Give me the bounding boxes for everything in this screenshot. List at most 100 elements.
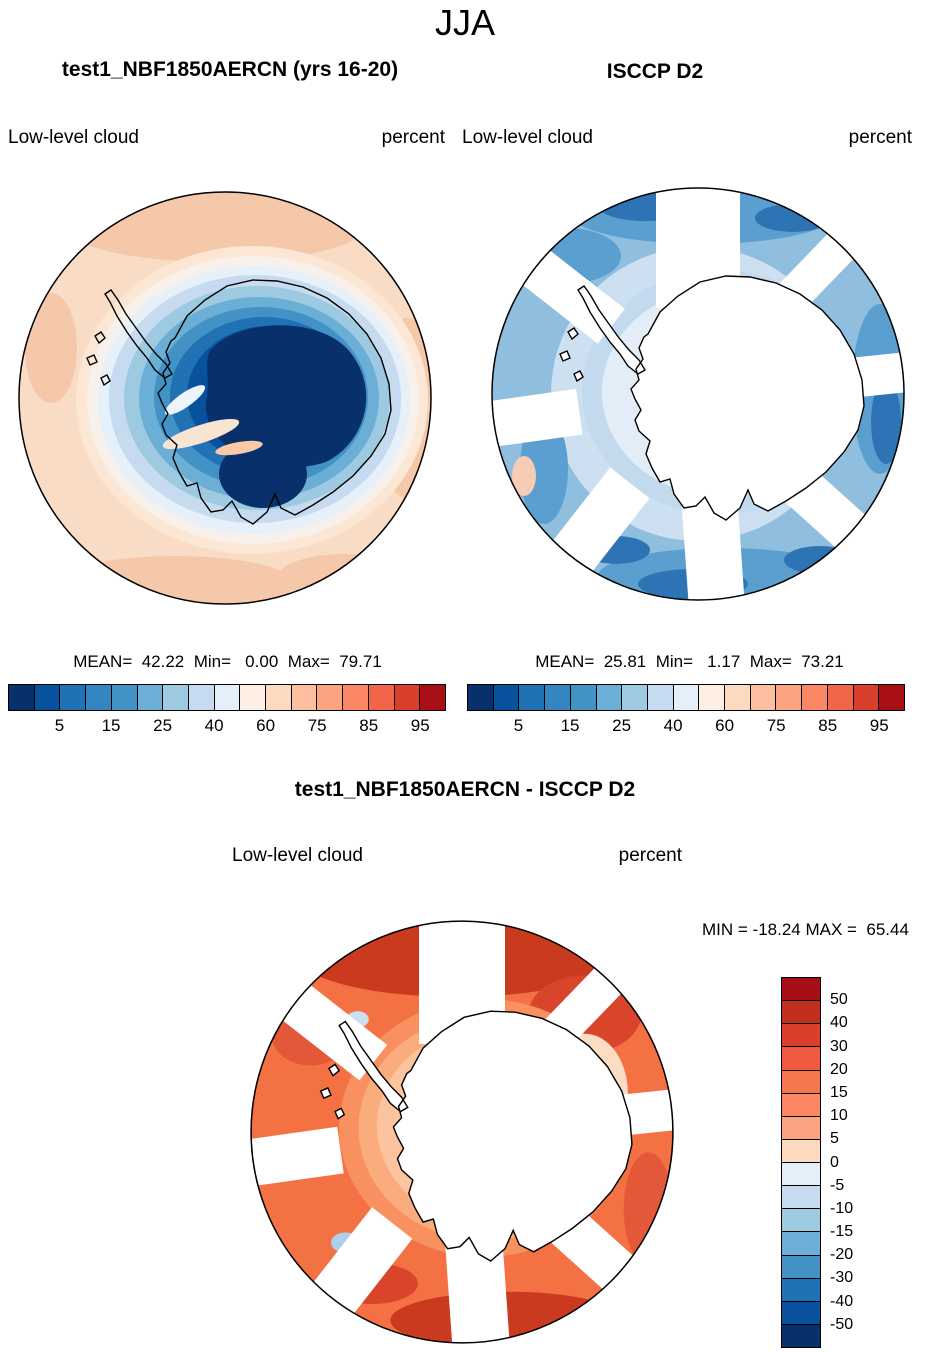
- model-cloud-field: [76, 246, 428, 554]
- colorbar-tick-label: 50: [830, 991, 848, 1009]
- colorbar-cell: [493, 685, 520, 710]
- colorbar-tick-label: 25: [612, 716, 632, 735]
- obs-var-row: Low-level cloud percent: [462, 127, 912, 149]
- colorbar-cell: [240, 685, 267, 710]
- colorbar-cell: [394, 685, 421, 710]
- colorbar-cell: [368, 685, 395, 710]
- colorbar-cell: [782, 1232, 820, 1256]
- colorbar-tick-label: 40: [204, 716, 224, 735]
- model-var-row: Low-level cloud percent: [8, 127, 445, 149]
- colorbar-tick-label: 85: [818, 716, 838, 735]
- colorbar-tick-label: 15: [830, 1083, 848, 1101]
- diff-title: test1_NBF1850AERCN - ISCCP D2: [294, 778, 636, 801]
- colorbar-tick-label: -20: [830, 1246, 854, 1264]
- model-variable-label: Low-level cloud: [8, 127, 139, 148]
- colorbar-cell: [782, 1139, 820, 1163]
- colorbar-tick-label: -30: [830, 1269, 854, 1287]
- colorbar-cell: [34, 685, 61, 710]
- colorbar-tick-label: 5: [830, 1130, 839, 1148]
- colorbar-cell: [519, 685, 546, 710]
- colorbar-cell: [782, 1163, 820, 1187]
- colorbar-tick-label: 60: [715, 716, 735, 735]
- diff-var-row: Low-level cloud percent: [232, 845, 682, 867]
- colorbar-tick-label: 40: [663, 716, 683, 735]
- obs-map: [491, 187, 905, 601]
- colorbar-cell: [9, 685, 35, 710]
- colorbar-tick-label: 15: [560, 716, 580, 735]
- colorbar-cell: [596, 685, 623, 710]
- colorbar-cell: [853, 685, 880, 710]
- colorbar-tick-label: 25: [153, 716, 173, 735]
- colorbar-cell: [782, 1116, 820, 1140]
- colorbar-cell: [782, 1001, 820, 1025]
- colorbar-cell: [214, 685, 241, 710]
- colorbar-tick-label: 5: [513, 716, 524, 735]
- colorbar-cell: [163, 685, 189, 710]
- obs-stats: MEAN= 25.81 Min= 1.17 Max= 73.21: [535, 652, 844, 671]
- colorbar-cell: [545, 685, 571, 710]
- model-units-label: percent: [381, 127, 445, 148]
- obs-colorbar-ticks: 5 15 25 40 60 75 85 95: [467, 716, 905, 736]
- diff-colorbar: [781, 977, 821, 1348]
- colorbar-cell: [782, 1186, 820, 1210]
- colorbar-cell: [782, 1209, 820, 1233]
- colorbar-cell: [188, 685, 215, 710]
- model-colorbar-ticks: 5 15 25 40 60 75 85 95: [8, 716, 446, 736]
- colorbar-cell: [782, 978, 820, 1002]
- colorbar-cell: [266, 685, 292, 710]
- colorbar-cell: [802, 685, 828, 710]
- colorbar-tick-label: 95: [410, 716, 430, 735]
- model-title: test1_NBF1850AERCN (yrs 16-20): [61, 58, 399, 81]
- colorbar-tick-label: 15: [101, 716, 121, 735]
- colorbar-tick-label: 95: [869, 716, 889, 735]
- model-map-boundary: [18, 191, 432, 605]
- obs-variable-label: Low-level cloud: [462, 127, 593, 148]
- diff-map-boundary: [250, 920, 674, 1344]
- colorbar-tick-label: -50: [830, 1315, 854, 1333]
- obs-units-label: percent: [848, 127, 912, 148]
- colorbar-cell: [782, 1301, 820, 1325]
- colorbar-cell: [782, 1278, 820, 1302]
- colorbar-cell: [60, 685, 87, 710]
- colorbar-cell: [647, 685, 674, 710]
- colorbar-cell: [468, 685, 494, 710]
- colorbar-cell: [782, 1024, 820, 1048]
- colorbar-cell: [343, 685, 369, 710]
- colorbar-tick-label: 20: [830, 1060, 848, 1078]
- obs-colorbar: [467, 684, 905, 711]
- colorbar-cell: [420, 685, 445, 710]
- obs-map-boundary: [491, 187, 905, 601]
- colorbar-cell: [776, 685, 803, 710]
- colorbar-tick-label: 10: [830, 1107, 848, 1125]
- colorbar-cell: [622, 685, 648, 710]
- colorbar-tick-label: 5: [54, 716, 65, 735]
- diff-colorbar-ticks: 50 40 30 20 15 10 5 0 -5 -10 -15 -20 -30 -40 -50: [830, 977, 890, 1348]
- colorbar-cell: [699, 685, 726, 710]
- model-stats: MEAN= 42.22 Min= 0.00 Max= 79.71: [73, 652, 382, 671]
- diff-units-label: percent: [618, 845, 682, 866]
- colorbar-cell: [673, 685, 700, 710]
- colorbar-cell: [86, 685, 112, 710]
- model-colorbar: [8, 684, 446, 711]
- colorbar-cell: [725, 685, 751, 710]
- colorbar-tick-label: 40: [830, 1014, 848, 1032]
- colorbar-cell: [570, 685, 597, 710]
- colorbar-cell: [782, 1255, 820, 1279]
- colorbar-tick-label: -15: [830, 1223, 854, 1241]
- diff-map: [250, 920, 674, 1344]
- obs-title: ISCCP D2: [606, 60, 704, 83]
- diff-variable-label: Low-level cloud: [232, 845, 363, 866]
- colorbar-cell: [782, 1093, 820, 1117]
- colorbar-tick-label: -10: [830, 1199, 854, 1217]
- obs-salmon-patch: [512, 456, 536, 496]
- colorbar-cell: [782, 1324, 820, 1347]
- colorbar-cell: [137, 685, 164, 710]
- colorbar-cell: [782, 1070, 820, 1094]
- colorbar-cell: [750, 685, 777, 710]
- diff-stats: MIN = -18.24 MAX = 65.44: [702, 920, 909, 939]
- colorbar-tick-label: 75: [766, 716, 786, 735]
- colorbar-tick-label: -5: [830, 1176, 845, 1194]
- colorbar-tick-label: 30: [830, 1037, 848, 1055]
- model-map: [18, 191, 432, 605]
